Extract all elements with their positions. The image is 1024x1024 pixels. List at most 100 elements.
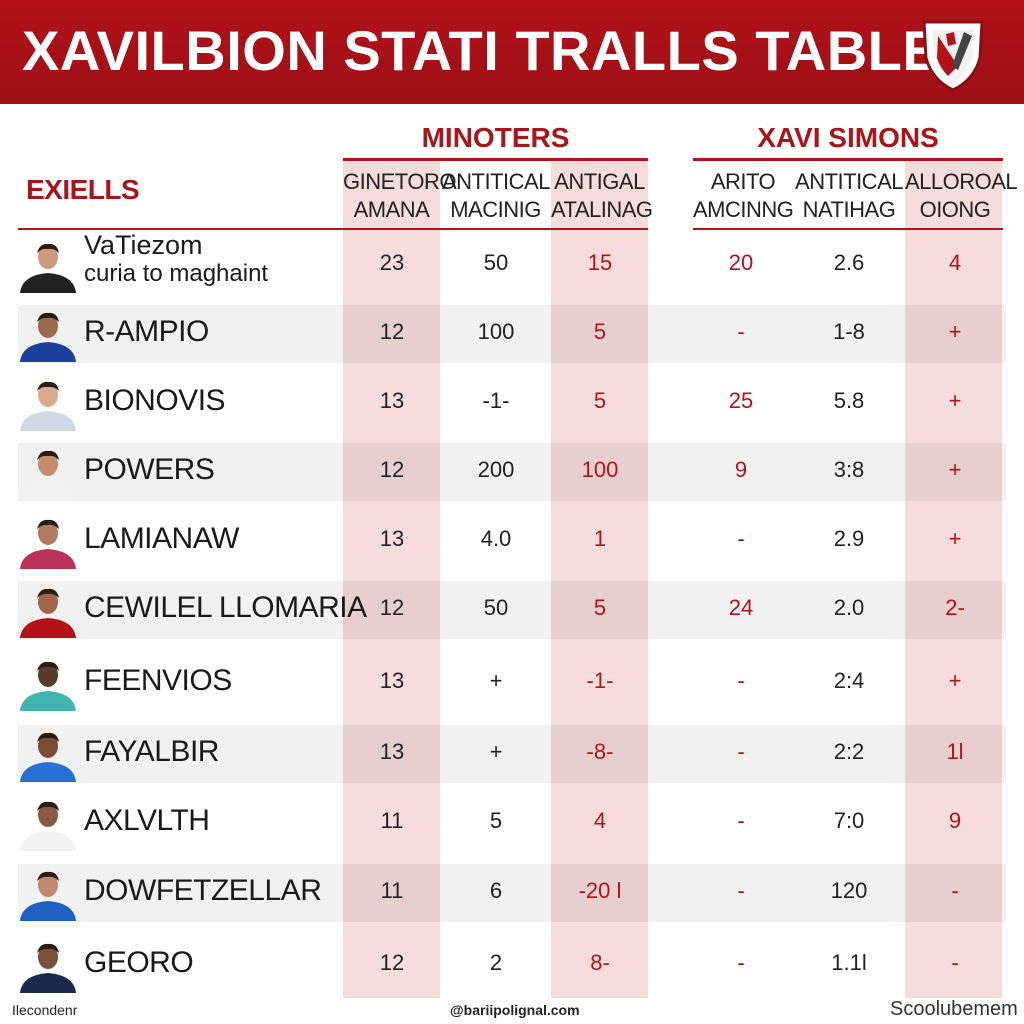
stat-cell: - (737, 950, 745, 975)
table-row: CEWILEL LLOMARIA 12 50 5 24 2.0 2- (18, 581, 1006, 639)
column-header-line: ANTIGAL (554, 169, 645, 194)
stat-cell: - (737, 668, 745, 693)
header-rule (18, 228, 648, 230)
stat-cell: - (951, 950, 959, 975)
stat-cell: 11 (380, 878, 404, 903)
stat-cell: - (737, 739, 745, 764)
stat-cell: 100 (581, 457, 619, 482)
stat-cell: 120 (830, 878, 868, 903)
header-banner: XAVILBION STATI TRALLS TABLE (0, 0, 1024, 104)
stat-cell: 50 (483, 595, 509, 620)
player-avatar (20, 661, 76, 711)
stat-cell: 7:0 (833, 808, 865, 833)
stat-cell: 2:2 (833, 739, 865, 764)
stat-cell: 13 (379, 388, 405, 413)
stat-cell: -20 l (578, 878, 622, 903)
footer-left-text: Ilecondenr (12, 1002, 78, 1018)
player-name: LAMIANAW (84, 522, 239, 555)
stat-cell: 5 (593, 595, 607, 620)
stat-cell: 12 (379, 457, 405, 482)
player-avatar (20, 943, 76, 993)
stat-cell: 4.0 (480, 526, 512, 551)
stat-cell: 4 (593, 808, 607, 833)
stat-cell: + (948, 319, 962, 344)
stat-cell: + (948, 526, 962, 551)
table-row: FEENVIOS 13 + -1- - 2:4 + (18, 654, 1006, 712)
stat-cell: 13 (379, 739, 405, 764)
column-header-line: AMCINNG (693, 197, 794, 222)
player-name: CEWILEL LLOMARIA (84, 591, 367, 624)
stat-cell: 5 (593, 388, 607, 413)
stat-cell: 11 (380, 808, 404, 833)
stat-cell: - (737, 808, 745, 833)
player-name: R-AMPIO (84, 315, 209, 348)
column-header-line: OIONG (919, 197, 991, 222)
player-name: POWERS (84, 453, 215, 486)
player-avatar (20, 871, 76, 921)
stat-cell: 24 (728, 595, 754, 620)
column-tint-3 (551, 158, 648, 998)
stat-cell: + (948, 388, 962, 413)
player-subtitle: curia to maghaint (84, 260, 269, 287)
stat-cell: 2.0 (833, 595, 865, 620)
player-avatar (20, 732, 76, 782)
stat-cell: 200 (477, 457, 515, 482)
footer-brand: Scoolubemem (890, 998, 1018, 1020)
column-header-line: NATIHAG (802, 197, 896, 222)
stat-cell: 3:8 (833, 457, 865, 482)
section-label: EXIELLS (26, 174, 140, 205)
club-crest-icon (922, 20, 984, 92)
column-header-line: AMANA (353, 197, 430, 222)
stat-cell: 13 (379, 526, 405, 551)
stat-cell: 12 (379, 319, 405, 344)
stat-cell: 15 (587, 250, 613, 275)
stat-cell: 12 (379, 595, 405, 620)
stat-cell: + (489, 668, 503, 693)
stat-cell: 8- (590, 950, 610, 975)
stat-cell: 12 (379, 950, 405, 975)
column-header: ALLOROAL OIONG (905, 168, 1018, 224)
column-header-line: ANTITICAL (442, 169, 550, 194)
column-header: ANTITICAL MACINIG (442, 168, 550, 224)
column-tint-6 (905, 158, 1002, 998)
stat-cell: - (737, 319, 745, 344)
column-tint-1 (343, 158, 440, 998)
stat-cell: 6 (489, 878, 503, 903)
player-avatar (20, 381, 76, 431)
player-name: DOWFETZELLAR (84, 874, 322, 907)
player-avatar (20, 312, 76, 362)
column-header-line: ANTITICAL (795, 169, 903, 194)
stat-cell: -1- (586, 668, 614, 693)
player-name: FEENVIOS (84, 664, 232, 697)
stat-cell: 2.6 (833, 250, 865, 275)
stat-cell: 1 (593, 526, 607, 551)
group-title-xavi-simons: XAVI SIMONS (757, 122, 939, 153)
column-header: GINETORO AMANA (343, 168, 456, 224)
stat-cell: 2:4 (833, 668, 865, 693)
table-row: R-AMPIO 12 100 5 - 1-8 + (18, 305, 1006, 363)
column-header-line: MACINIG (450, 197, 541, 222)
group-rule (693, 158, 1003, 161)
page-title: XAVILBION STATI TRALLS TABLE (22, 19, 941, 82)
stat-cell: - (737, 526, 745, 551)
stat-cell: 1l (946, 739, 964, 764)
table-row: GEORO 12 2 8- - 1.1l - (18, 936, 1006, 994)
player-avatar (20, 519, 76, 569)
stat-cell: 50 (483, 250, 509, 275)
table-row: LAMIANAW 13 4.0 1 - 2.9 + (18, 512, 1006, 570)
column-header-line: ARITO (710, 169, 776, 194)
stat-cell: 23 (379, 250, 405, 275)
stat-cell: 5.8 (833, 388, 865, 413)
stat-cell: 13 (379, 668, 405, 693)
player-avatar (20, 243, 76, 293)
header-rule (693, 228, 1003, 230)
stat-cell: -8- (586, 739, 614, 764)
player-avatar (20, 450, 76, 500)
table-row: POWERS 12 200 100 9 3:8 + (18, 443, 1006, 501)
table-row: AXLVLTH 11 5 4 - 7:0 9 (18, 794, 1006, 852)
stat-cell: 4 (948, 250, 962, 275)
player-name: BIONOVIS (84, 384, 226, 417)
player-name: VaTiezom (84, 230, 203, 260)
stat-cell: - (951, 878, 959, 903)
stat-cell: + (489, 739, 503, 764)
